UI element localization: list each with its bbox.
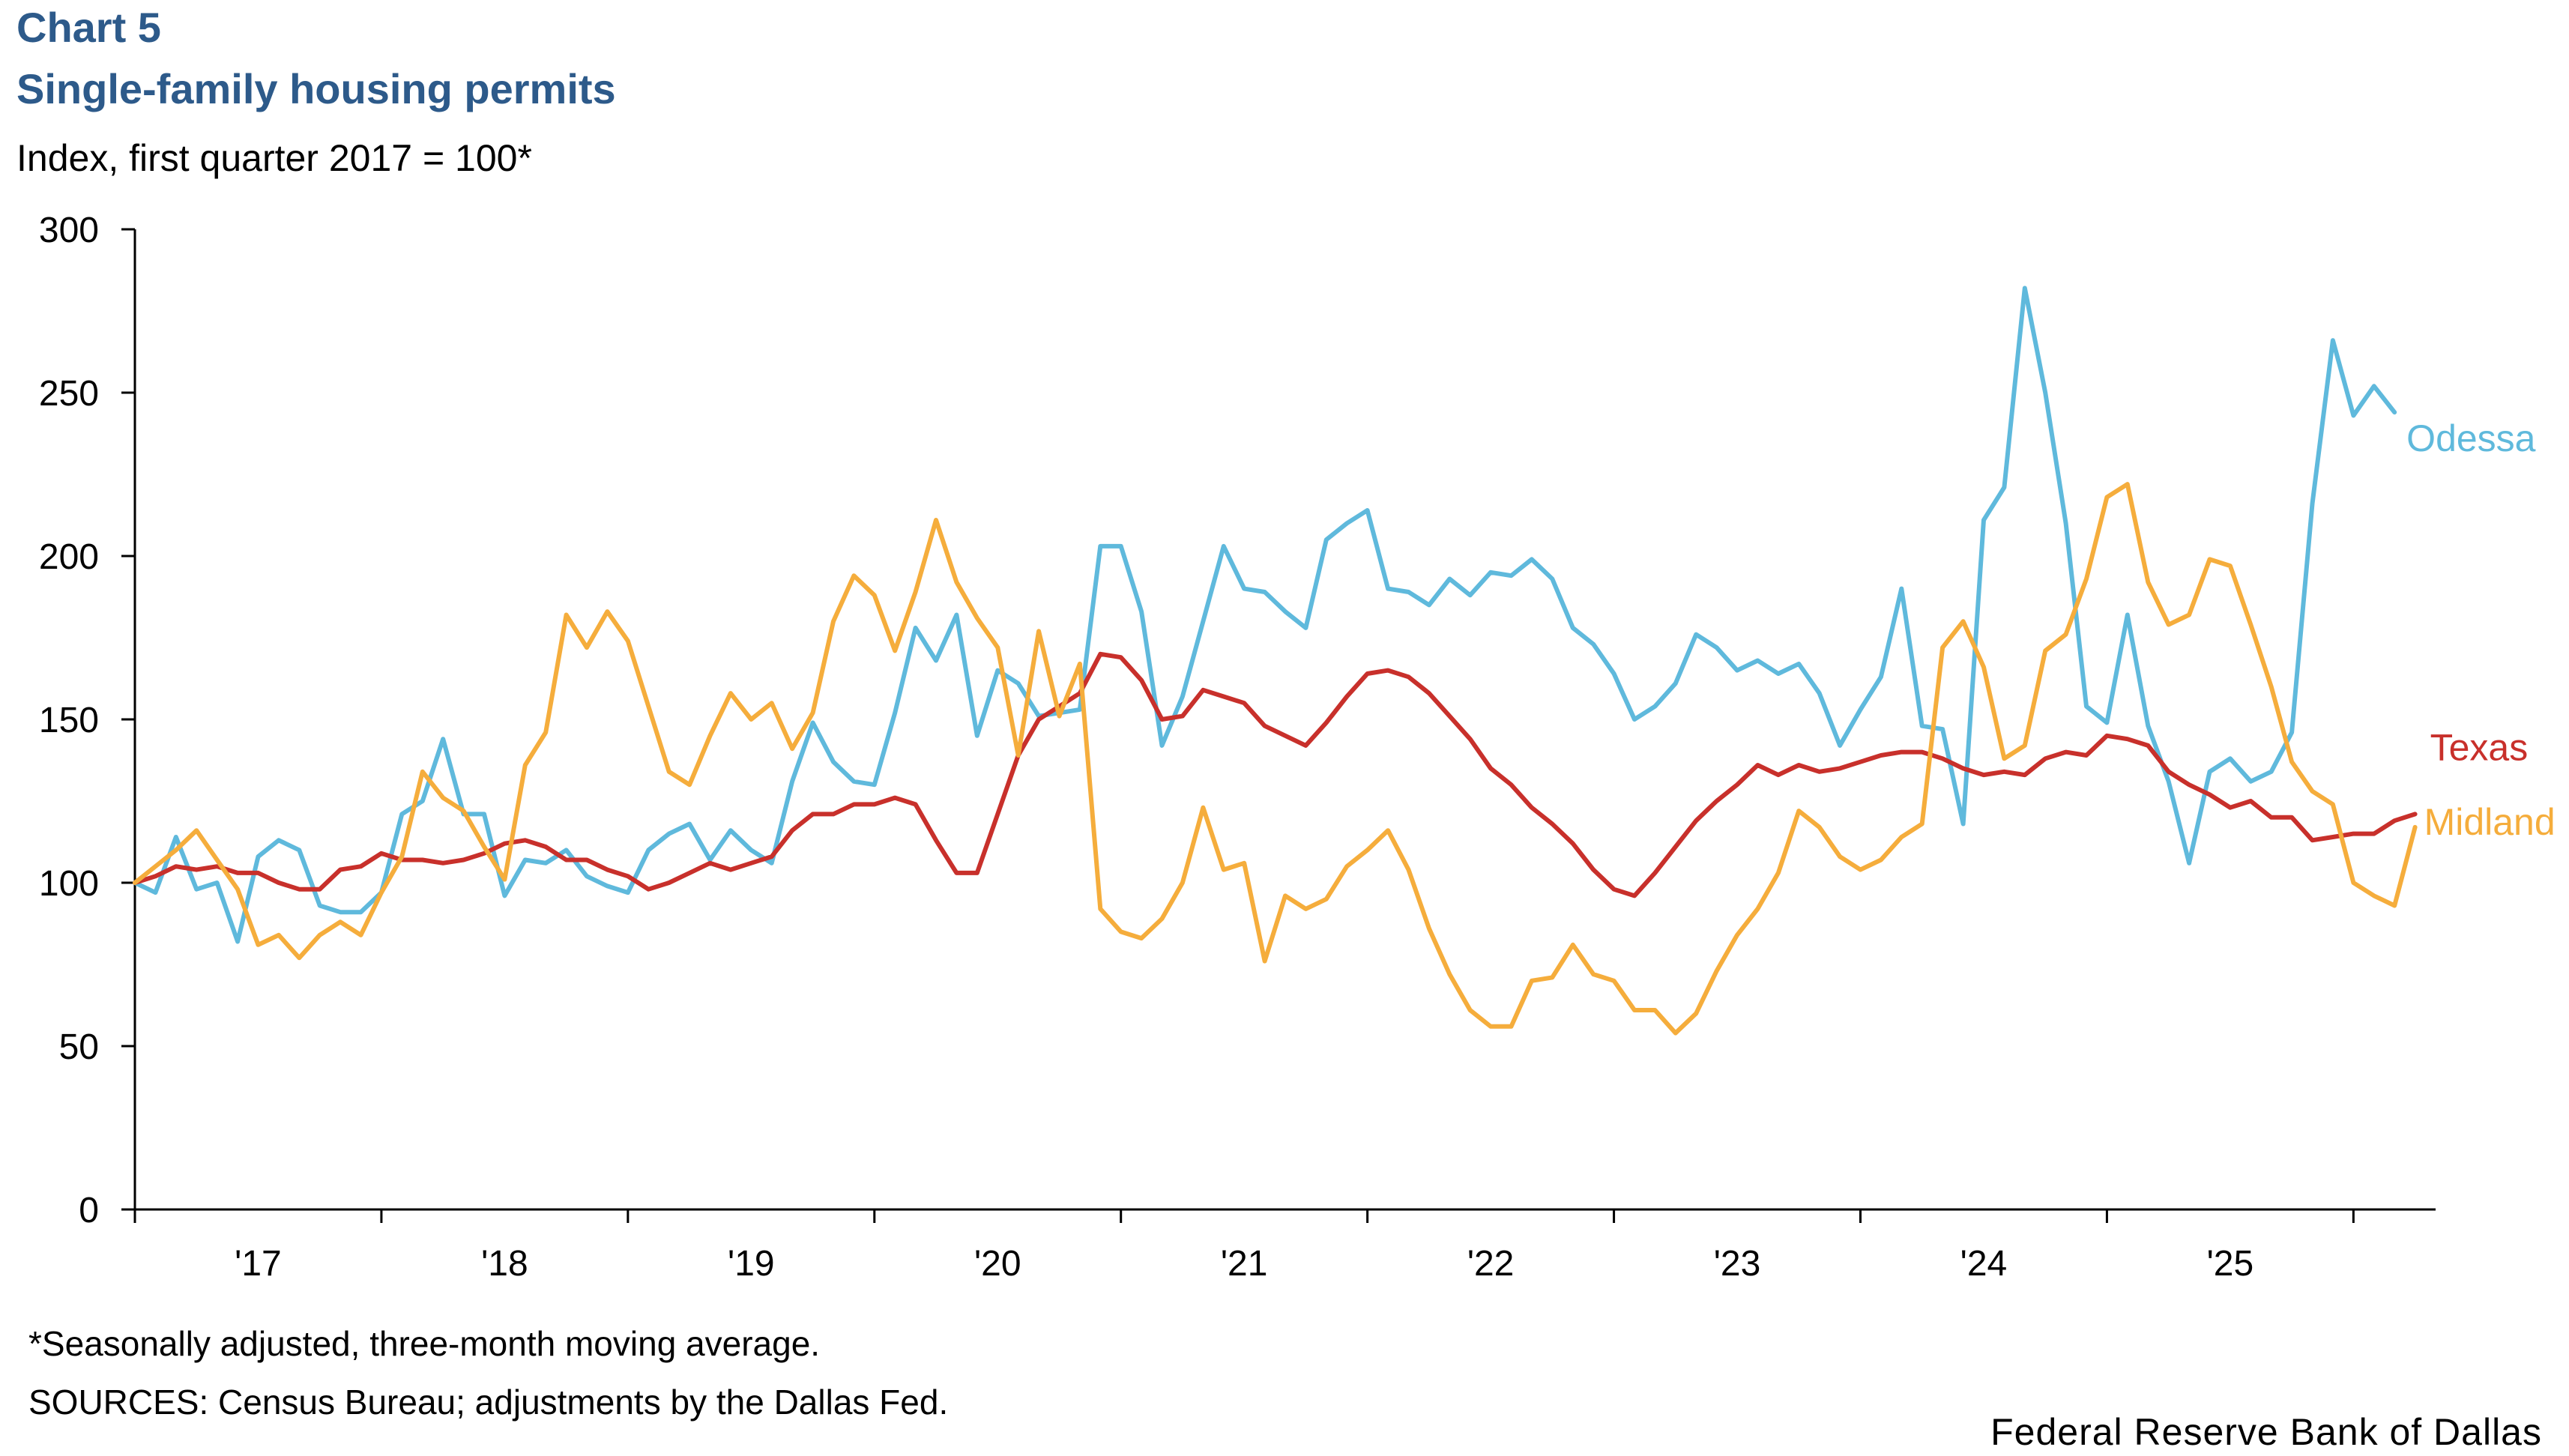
source-note: SOURCES: Census Bureau; adjustments by t… (28, 1383, 949, 1422)
series-line-midland (133, 482, 2418, 1036)
y-tick-label: 150 (39, 701, 99, 740)
publisher-credit: Federal Reserve Bank of Dallas (1990, 1411, 2542, 1453)
x-tick-label: '18 (481, 1244, 528, 1284)
series-label-texas: Texas (2430, 726, 2529, 768)
x-tick-label: '22 (1467, 1244, 1515, 1284)
x-tick-label: '21 (1221, 1244, 1268, 1284)
series-line-odessa (133, 286, 2397, 944)
series-line-texas (133, 651, 2418, 898)
y-tick-label: 200 (39, 537, 99, 577)
y-tick-label: 300 (39, 211, 99, 250)
x-tick-label: '17 (235, 1244, 282, 1284)
x-tick-label: '25 (2207, 1244, 2254, 1284)
series-label-midland: Midland (2424, 801, 2556, 843)
x-tick-label: '24 (1960, 1244, 2008, 1284)
x-tick-label: '23 (1714, 1244, 1761, 1284)
footnote: *Seasonally adjusted, three-month moving… (28, 1324, 821, 1363)
y-axis-unit-label: Index, first quarter 2017 = 100* (16, 137, 532, 179)
chart-title: Single-family housing permits (16, 65, 616, 112)
y-tick-label: 250 (39, 374, 99, 414)
chart-number: Chart 5 (16, 4, 161, 51)
y-tick-label: 50 (59, 1027, 99, 1067)
x-tick-label: '19 (728, 1244, 775, 1284)
y-tick-label: 0 (79, 1191, 99, 1230)
series-label-odessa: Odessa (2406, 417, 2536, 459)
y-tick-label: 100 (39, 864, 99, 904)
x-tick-label: '20 (974, 1244, 1021, 1284)
